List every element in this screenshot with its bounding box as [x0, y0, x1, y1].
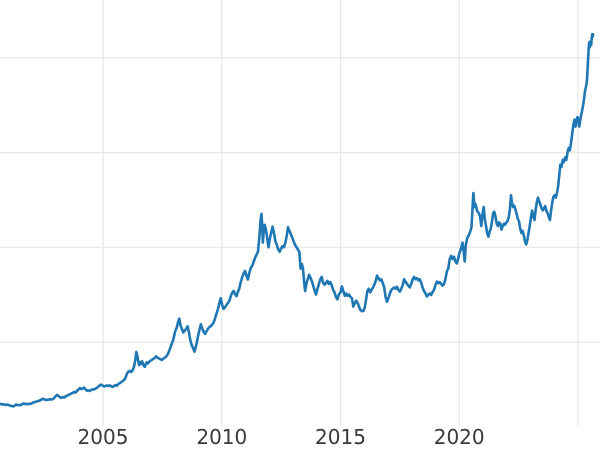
price-line — [0, 32, 595, 408]
x-axis-tick-label: 2005 — [78, 425, 129, 449]
x-axis-tick-label: 2020 — [434, 425, 485, 449]
x-axis-tick-label: 2010 — [196, 425, 247, 449]
x-axis-tick-label: 2015 — [315, 425, 366, 449]
